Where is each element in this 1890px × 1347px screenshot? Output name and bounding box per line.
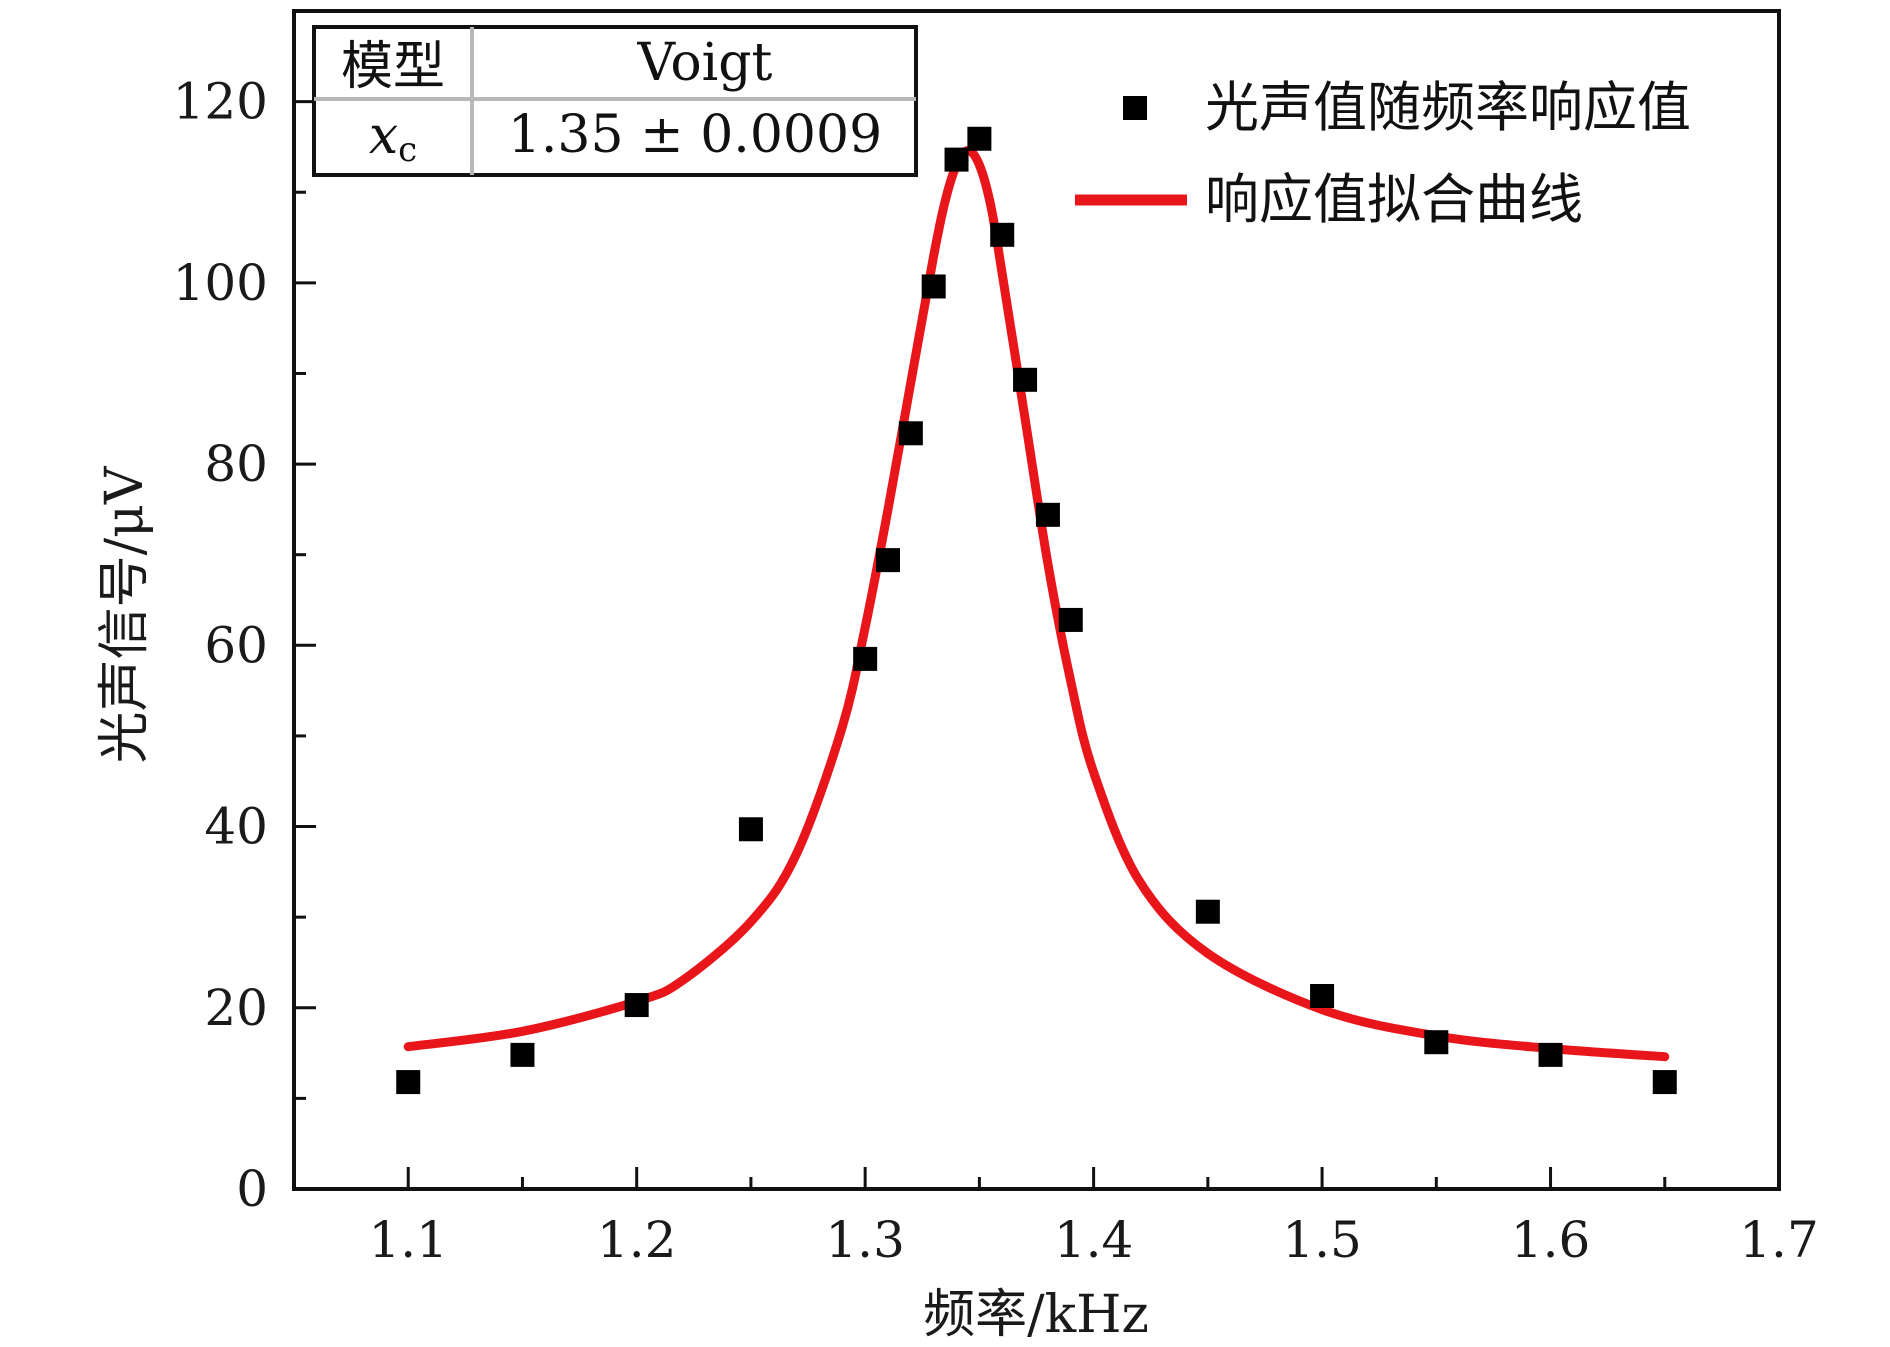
x-tick-label: 1.5	[1282, 1211, 1362, 1269]
data-point	[396, 1070, 421, 1095]
x-tick-label: 1.1	[368, 1211, 448, 1269]
y-tick-label: 80	[204, 435, 268, 493]
data-point	[876, 548, 900, 573]
data-point	[967, 126, 992, 151]
x-tick-label: 1.6	[1511, 1211, 1591, 1269]
y-axis-ticks: 0 20 40 60 80 100 120	[173, 73, 316, 1218]
x-axis-ticks: 1.1 1.2 1.3 1.4 1.5 1.6 1.7	[368, 1167, 1819, 1269]
legend-label-points: 光声值随频率响应值	[1205, 76, 1691, 139]
table-header-value: Voigt	[637, 33, 773, 93]
data-point	[1195, 899, 1220, 924]
y-tick-label: 20	[204, 979, 268, 1037]
fit-line-group	[403, 146, 1670, 1062]
data-point	[1035, 502, 1060, 527]
data-point	[1310, 983, 1335, 1008]
x-tick-label: 1.7	[1739, 1211, 1819, 1269]
y-tick-label: 120	[173, 73, 268, 131]
legend: 光声值随频率响应值 响应值拟合曲线	[1075, 76, 1691, 231]
data-point	[853, 646, 878, 671]
table-row-label-subscript: c	[398, 130, 417, 170]
data-point	[921, 274, 946, 299]
annotation-table: 模型 Voigt xc 1.35 ± 0.0009	[312, 25, 918, 177]
data-point	[738, 817, 763, 842]
data-point	[1538, 1042, 1563, 1067]
table-row-label-x: x	[369, 106, 398, 166]
legend-marker-points	[1123, 96, 1147, 120]
y-tick-label: 60	[204, 616, 268, 674]
data-point	[624, 993, 649, 1018]
data-point	[510, 1042, 535, 1067]
x-tick-label: 1.4	[1054, 1211, 1134, 1269]
x-tick-label: 1.3	[825, 1211, 905, 1269]
x-axis-title: 频率/kHz	[923, 1285, 1149, 1345]
y-axis-title: 光声信号/μV	[95, 465, 155, 763]
table-row-label: xc	[369, 106, 417, 170]
fit-curve	[403, 146, 1670, 1062]
y-tick-label: 0	[236, 1160, 268, 1218]
data-point	[1013, 367, 1038, 392]
data-point	[990, 222, 1015, 247]
data-point	[1652, 1070, 1677, 1095]
table-header-label: 模型	[341, 37, 445, 97]
data-point	[944, 147, 969, 172]
scatter-points-group	[396, 126, 1677, 1095]
legend-label-line: 响应值拟合曲线	[1205, 168, 1583, 231]
plot-frame	[292, 9, 1781, 1191]
data-point	[1058, 607, 1083, 632]
data-point	[1424, 1030, 1449, 1055]
table-row-value: 1.35 ± 0.0009	[508, 105, 882, 165]
data-point	[898, 421, 923, 446]
y-tick-label: 100	[173, 254, 268, 312]
x-tick-label: 1.2	[597, 1211, 677, 1269]
y-tick-label: 40	[204, 798, 268, 856]
